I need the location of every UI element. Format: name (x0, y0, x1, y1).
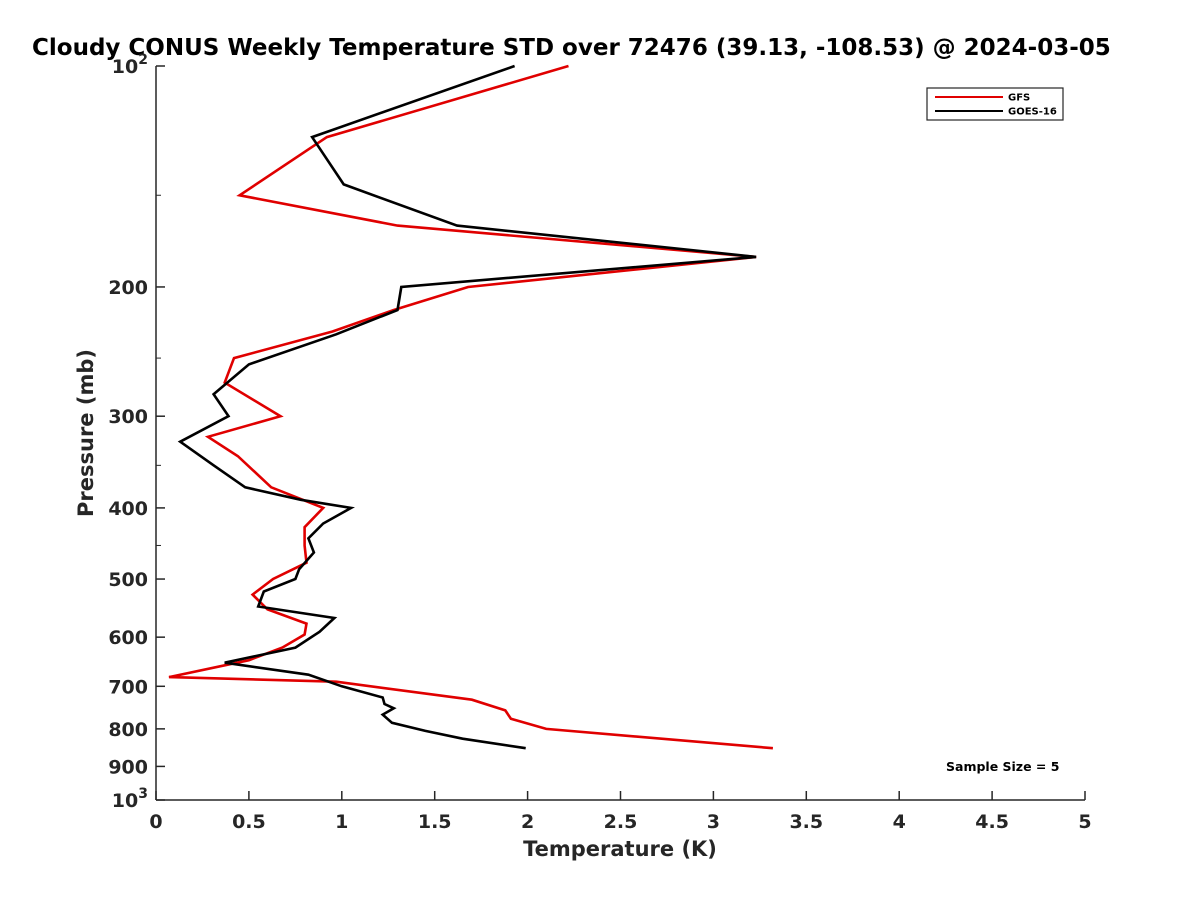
y-tick-label: 700 (108, 676, 148, 698)
y-tick-label: 500 (108, 569, 148, 591)
x-tick-label: 3 (707, 811, 720, 833)
series-line-goes16 (177, 64, 757, 750)
sample-size-annotation: Sample Size = 5 (946, 759, 1059, 774)
legend: GFS GOES-16 (926, 87, 1064, 121)
x-tick-label: 3.5 (789, 811, 823, 833)
y-tick-label: 200 (108, 277, 148, 299)
x-tick-label: 2 (521, 811, 534, 833)
legend-label-gfs: GFS (1008, 93, 1030, 104)
chart-title: Cloudy CONUS Weekly Temperature STD over… (32, 35, 1111, 61)
x-tick-label: 5 (1078, 811, 1091, 833)
y-tick-label: 103 (112, 786, 148, 812)
legend-box (926, 87, 1064, 121)
x-tick-label: 4.5 (975, 811, 1009, 833)
y-tick-label: 400 (108, 498, 148, 520)
x-axis-label: Temperature (K) (523, 837, 717, 861)
x-axis-ticks: 0 0.5 1 1.5 2 2.5 3 3.5 4 4.5 5 (149, 791, 1092, 833)
x-tick-label: 0 (149, 811, 162, 833)
series-line-gfs (168, 64, 774, 750)
y-tick-label: 300 (108, 406, 148, 428)
y-tick-label: 102 (112, 52, 148, 78)
y-tick-label: 900 (108, 756, 148, 778)
x-tick-label: 1.5 (418, 811, 452, 833)
x-tick-label: 4 (893, 811, 906, 833)
y-tick-label: 800 (108, 719, 148, 741)
data-series (168, 64, 774, 750)
y-tick-label: 600 (108, 627, 148, 649)
legend-label-goes16: GOES-16 (1008, 107, 1057, 118)
x-tick-label: 1 (335, 811, 348, 833)
y-axis-label: Pressure (mb) (74, 349, 98, 517)
y-axis-ticks: 102 200 300 400 500 600 700 800 900 103 (108, 52, 165, 812)
x-tick-label: 0.5 (232, 811, 266, 833)
x-tick-label: 2.5 (604, 811, 638, 833)
